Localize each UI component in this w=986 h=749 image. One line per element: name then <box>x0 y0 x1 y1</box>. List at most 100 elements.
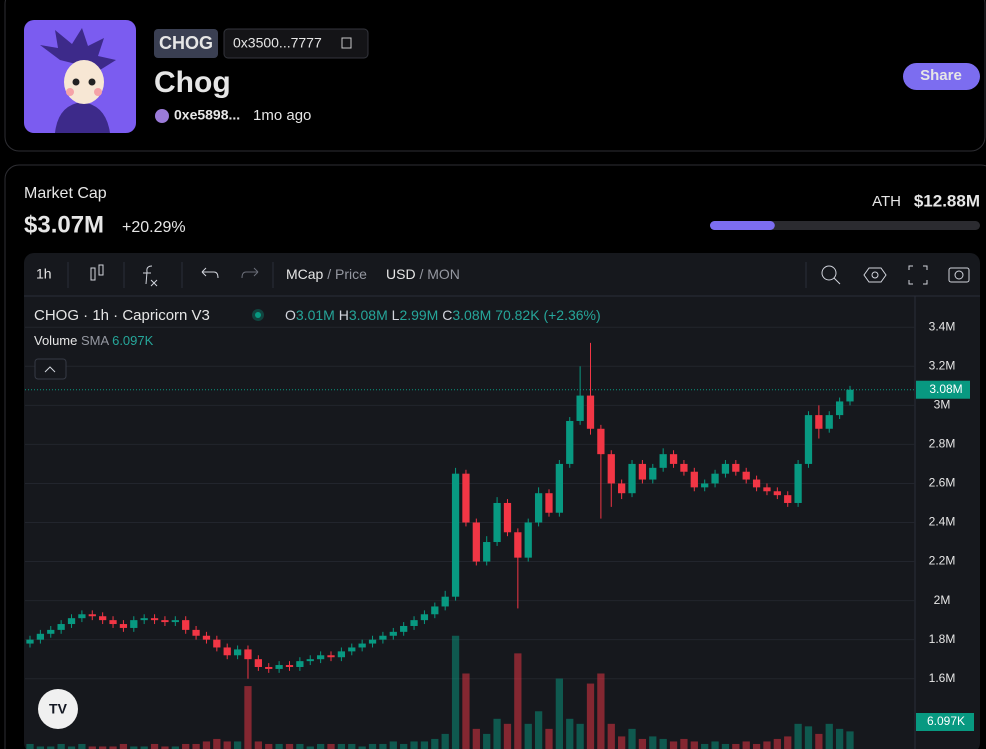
candle-body <box>26 639 34 644</box>
y-tick-label: 1.8M <box>929 632 956 646</box>
volume-bar <box>555 678 563 749</box>
share-button[interactable] <box>903 63 980 90</box>
address-badge[interactable] <box>223 28 369 59</box>
candle-body <box>566 420 574 464</box>
market-cap: $3.07M <box>24 211 104 238</box>
volume-bar <box>804 726 813 749</box>
candle-body <box>140 618 148 621</box>
ohlc-value: 3.01M <box>296 307 335 323</box>
tv-logo[interactable] <box>38 689 78 729</box>
volume-bar <box>763 741 771 749</box>
toolbar-currency[interactable]: USD / MON <box>386 266 460 282</box>
candle-body <box>254 659 262 667</box>
candle-body <box>244 649 252 660</box>
volume-bar <box>88 746 96 749</box>
volume-bar <box>306 746 314 749</box>
symbol: CHOG <box>159 33 213 53</box>
address[interactable]: 0x3500...7777 <box>233 35 322 51</box>
ohlc-volume: 70.82K <box>495 307 540 323</box>
candle-body <box>379 635 387 640</box>
volume-bar <box>296 743 304 749</box>
volume-bar <box>462 673 470 749</box>
collapse-icon[interactable] <box>44 366 56 373</box>
ohlc-key: C <box>442 307 452 323</box>
candle-body <box>202 635 211 640</box>
volume-bar <box>233 741 242 749</box>
volume-bar <box>680 738 688 749</box>
last-volume-box <box>916 713 974 731</box>
creator[interactable]: 0xe5898... <box>174 107 240 123</box>
volume-bar <box>784 736 792 749</box>
copy-icon[interactable] <box>341 37 352 49</box>
volume-bar <box>285 743 294 749</box>
ohlc-value: 3.08M <box>452 307 491 323</box>
candle-body <box>431 606 439 615</box>
candle-body <box>410 620 418 626</box>
candle-body <box>109 620 117 625</box>
candle-body <box>804 415 813 464</box>
ohlc-key: H <box>339 307 349 323</box>
volume-bar <box>493 718 501 749</box>
volume-bar <box>711 741 719 749</box>
mode[interactable]: MCap <box>286 266 324 282</box>
toolbar-icons[interactable] <box>67 262 970 288</box>
volume-bar <box>223 741 231 749</box>
volume-label: Volume <box>34 333 77 348</box>
candle-body <box>317 655 325 660</box>
share-label[interactable]: Share <box>920 67 962 84</box>
volume-bar <box>472 728 480 749</box>
candle-body <box>794 463 802 503</box>
last-price-label: 3.08M <box>929 382 962 396</box>
candle-body <box>825 415 833 429</box>
y-tick-label: 2M <box>934 593 951 607</box>
volume-bar <box>57 743 65 749</box>
currency-alt[interactable]: MON <box>427 266 460 282</box>
volume-bar <box>566 718 574 749</box>
toolbar-units[interactable]: MCap / Price <box>286 266 367 282</box>
candle-body <box>752 479 761 488</box>
mode-alt[interactable]: Price <box>335 266 367 282</box>
volume-bar <box>586 683 595 749</box>
candle-body <box>223 647 231 656</box>
candle-body <box>493 502 501 543</box>
candle-body <box>659 454 667 468</box>
sma-label: SMA <box>81 333 110 348</box>
volume-bar <box>358 746 366 749</box>
volume-bar <box>99 746 107 749</box>
volume-legend: Volume SMA 6.097K <box>34 333 154 348</box>
token-name: Chog <box>154 66 231 99</box>
currency[interactable]: USD <box>386 266 416 282</box>
volume-bar <box>130 746 138 749</box>
collapse-button[interactable] <box>34 358 67 380</box>
ohlc-value: 2.99M <box>399 307 438 323</box>
ath-track <box>710 221 980 230</box>
volume-bar <box>265 743 273 749</box>
volume-bar <box>607 723 615 749</box>
y-tick-label: 1.6M <box>929 671 956 685</box>
candle-body <box>213 639 221 648</box>
candle-body <box>607 454 615 484</box>
volume-bar <box>451 635 460 749</box>
candle-body <box>451 473 460 597</box>
last-volume-label: 6.097K <box>927 714 965 728</box>
interval[interactable]: 1h <box>36 266 52 282</box>
candle-body <box>47 629 55 634</box>
candle-body <box>638 463 647 480</box>
volume-bar <box>524 723 532 749</box>
volume-bar <box>732 743 740 749</box>
candle-body <box>721 463 730 474</box>
candle-body <box>732 463 740 472</box>
volume-bar <box>514 653 522 749</box>
volume-bar <box>773 738 781 749</box>
ohlc-value: 3.08M <box>349 307 388 323</box>
candle-body <box>503 502 512 533</box>
tv-logo-mark[interactable]: TV <box>49 701 68 717</box>
volume-bar <box>244 686 252 749</box>
volume-bar <box>67 746 76 749</box>
candle-body <box>358 643 366 648</box>
volume-bar <box>846 731 854 749</box>
volume-bar <box>36 746 45 749</box>
candle-body <box>649 467 657 480</box>
candle-body <box>337 651 346 658</box>
